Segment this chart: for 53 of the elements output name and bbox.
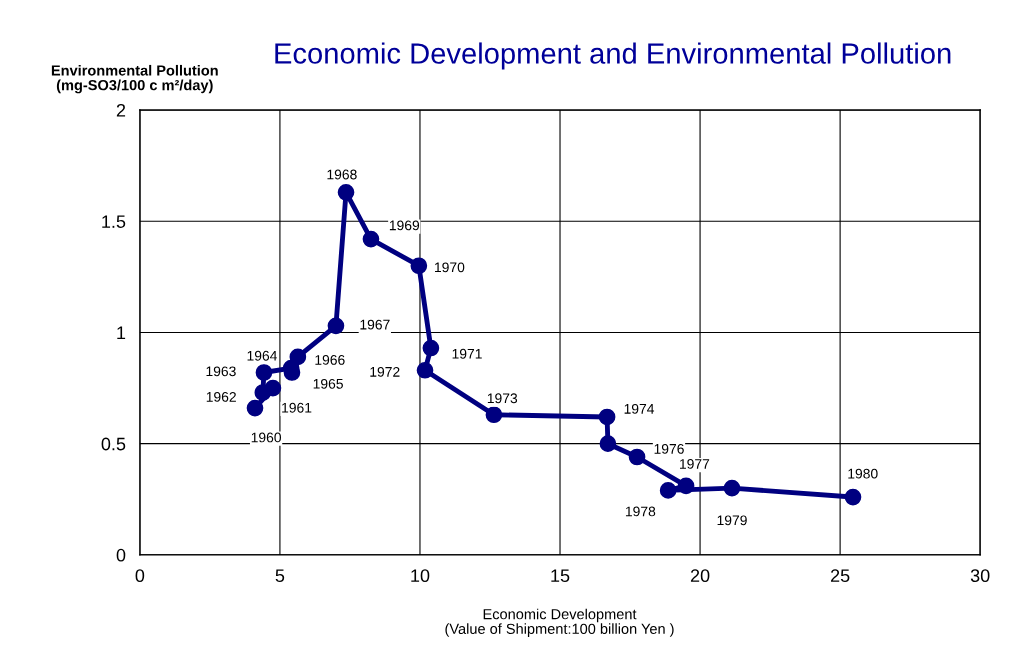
annotation: 1963 <box>206 366 236 377</box>
annotation: 1977 <box>680 458 710 469</box>
annotation: 1962 <box>206 391 236 402</box>
point <box>246 399 264 417</box>
point <box>628 448 646 466</box>
annotation: 1979 <box>717 515 747 526</box>
annotation: 1969 <box>389 220 420 231</box>
y-tick-label: 1 <box>117 326 126 340</box>
annotation: 1971 <box>452 348 482 359</box>
point <box>422 339 440 357</box>
annotation: 1960 <box>251 432 282 443</box>
point <box>410 257 428 275</box>
point <box>677 477 695 495</box>
annotation: 1968 <box>327 169 357 180</box>
point <box>599 435 617 453</box>
annotation: 1970 <box>435 262 465 273</box>
annotation: 1972 <box>370 366 400 377</box>
x-tick-label: 20 <box>690 569 710 583</box>
annotation: 1965 <box>313 378 343 389</box>
point <box>723 479 741 497</box>
point <box>337 184 355 201</box>
annotation: 1967 <box>360 319 390 330</box>
annotation: 1973 <box>487 393 518 404</box>
chart-title: Economic Development and Environmental Pollution <box>275 42 951 70</box>
point <box>362 230 380 248</box>
annotation: 1980 <box>848 468 878 479</box>
point <box>844 488 862 506</box>
annotation: 1974 <box>624 403 655 414</box>
point <box>598 408 616 426</box>
annotation: 1966 <box>315 354 345 365</box>
x-tick-label: 15 <box>551 569 570 583</box>
x-tick-label: 30 <box>970 569 990 583</box>
annotation: 1964 <box>247 350 277 361</box>
y-tick-label: 2 <box>116 103 126 117</box>
point <box>254 384 272 401</box>
y-tick-label: 0 <box>116 548 126 562</box>
annotation: 1978 <box>625 506 656 517</box>
x-tick-label: 25 <box>830 569 850 583</box>
x-tick-label: 5 <box>275 569 285 583</box>
annotation: 1961 <box>282 402 312 413</box>
y-axis-title: Environmental Pollution (mg-SO3/100 c m²/day) <box>51 64 218 94</box>
point <box>327 317 345 335</box>
x-tick-label: 10 <box>411 569 430 583</box>
y-tick-label: 0.5 <box>101 437 126 451</box>
point <box>289 348 307 366</box>
y-tick-label: 1.5 <box>102 215 126 228</box>
annotation: 1976 <box>654 443 684 454</box>
x-axis-title: Economic Development (Value of Shipment:100 billion Yen ) <box>445 608 674 637</box>
x-tick-label: 0 <box>135 569 145 583</box>
point <box>416 361 434 379</box>
point <box>255 364 273 381</box>
point <box>659 482 677 499</box>
point <box>485 406 503 424</box>
